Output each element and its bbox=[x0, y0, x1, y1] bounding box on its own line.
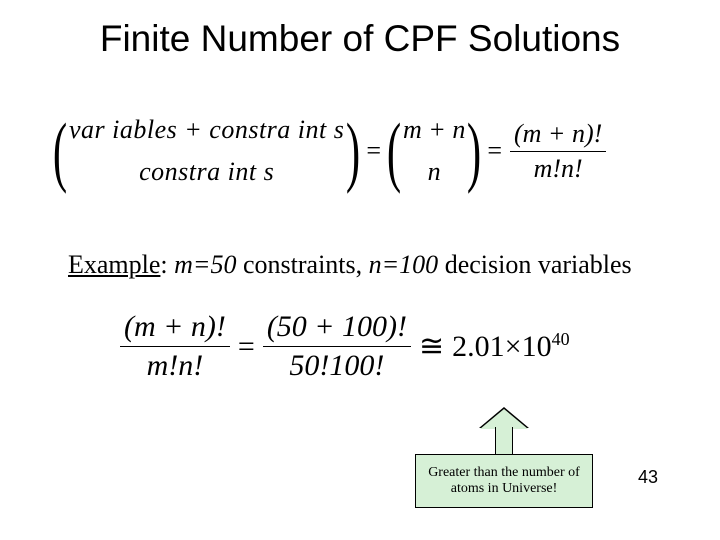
equals-1: = bbox=[358, 136, 389, 166]
example-decision: decision variables bbox=[438, 250, 632, 279]
binom-mn-bottom: n bbox=[424, 151, 445, 187]
frac-mid-den: 50!100! bbox=[285, 347, 388, 383]
factorial-frac: (m + n)! m!n! bbox=[510, 119, 606, 184]
frac-left-num: (m + n)! bbox=[120, 310, 230, 346]
result-times: × bbox=[505, 330, 522, 363]
result-mantissa: 2.01 bbox=[452, 330, 505, 363]
arrow-up-icon bbox=[480, 409, 528, 455]
equals-2: = bbox=[479, 136, 510, 166]
example-line: Example: m=50 constraints, n=100 decisio… bbox=[68, 250, 632, 280]
approx-symbol: ≅ bbox=[411, 329, 452, 364]
binom-mn: m + n n bbox=[399, 115, 469, 187]
binom-mn-top: m + n bbox=[399, 115, 469, 151]
example-m: m=50 bbox=[174, 250, 236, 279]
binom-top-words: var iables + constra int s bbox=[65, 115, 348, 151]
binom-bottom-words: constra int s bbox=[135, 151, 278, 187]
factorial-den: m!n! bbox=[530, 152, 587, 184]
paren-right-icon: ) bbox=[346, 118, 360, 184]
example-label: Example bbox=[68, 250, 160, 279]
factorial-num: (m + n)! bbox=[510, 119, 606, 151]
callout-text: Greater than the number of atoms in Univ… bbox=[416, 465, 592, 497]
frac-left: (m + n)! m!n! bbox=[120, 310, 230, 383]
paren-left-icon: ( bbox=[53, 118, 67, 184]
result-expr: 2.01×1040 bbox=[452, 329, 569, 364]
binom-words: var iables + constra int s constra int s bbox=[65, 115, 348, 187]
frac-left-den: m!n! bbox=[143, 347, 208, 383]
result-base: 10 bbox=[522, 330, 552, 363]
example-constraints: constraints, bbox=[236, 250, 368, 279]
formula-numeric: (m + n)! m!n! = (50 + 100)! 50!100! ≅ 2.… bbox=[120, 310, 570, 383]
page-number: 43 bbox=[638, 467, 658, 488]
formula-binomial: ( var iables + constra int s constra int… bbox=[55, 115, 606, 187]
paren-right-icon-2: ) bbox=[467, 118, 481, 184]
paren-left-icon-2: ( bbox=[387, 118, 401, 184]
slide-title: Finite Number of CPF Solutions bbox=[0, 0, 720, 60]
callout-box: Greater than the number of atoms in Univ… bbox=[415, 454, 593, 508]
equals-3: = bbox=[230, 330, 263, 364]
result-exp: 40 bbox=[552, 329, 570, 349]
frac-mid-num: (50 + 100)! bbox=[263, 310, 411, 346]
example-n: n=100 bbox=[369, 250, 439, 279]
example-colon: : bbox=[160, 250, 174, 279]
frac-mid: (50 + 100)! 50!100! bbox=[263, 310, 411, 383]
